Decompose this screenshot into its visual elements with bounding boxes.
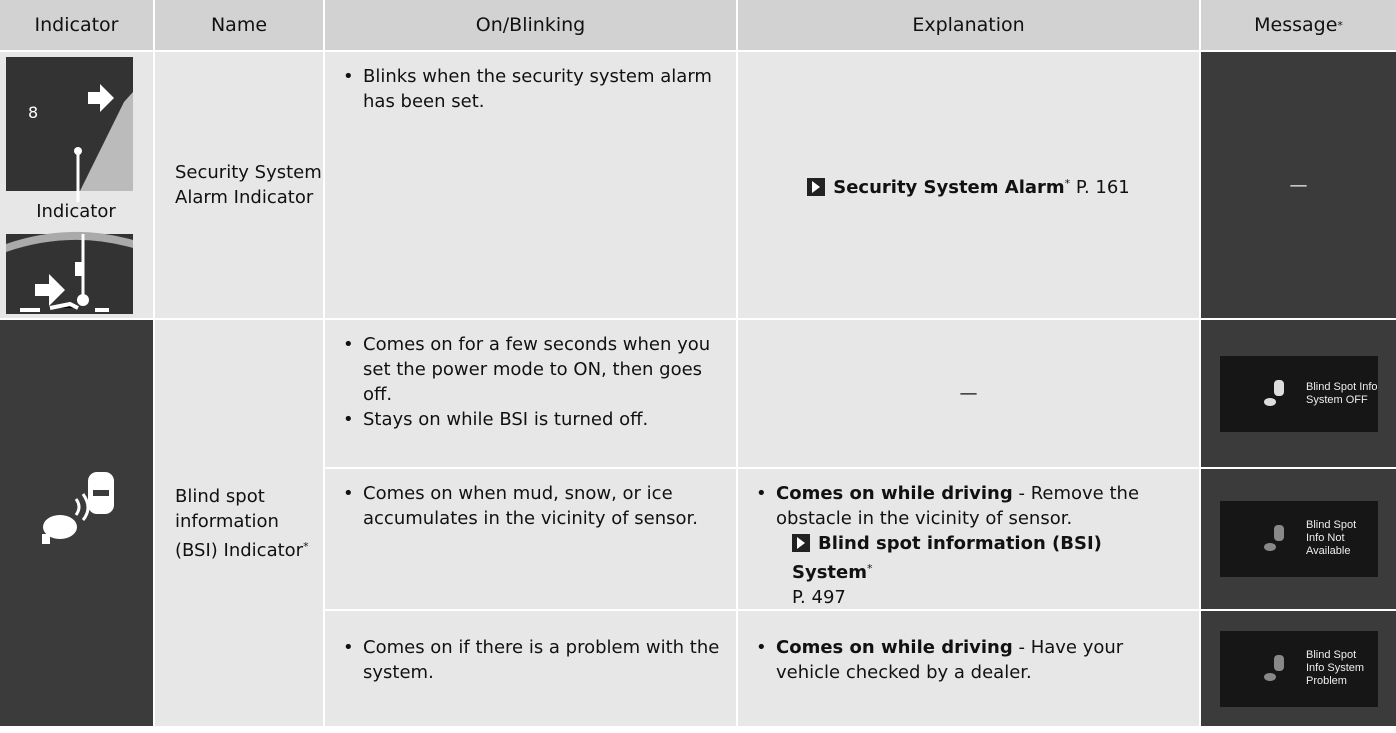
indicator-cell: 8 Indicator (0, 52, 153, 318)
footnote-mark: * (303, 539, 309, 553)
message-line: Info Not (1306, 532, 1345, 544)
message-line: System OFF (1306, 394, 1368, 406)
message-text: — (1289, 174, 1308, 196)
header-cell: Indicator (0, 0, 153, 50)
header-cell: Message * (1201, 0, 1396, 50)
message-cell: Blind Spot Info System OFF (1201, 320, 1396, 467)
message-line: Problem (1306, 675, 1347, 687)
status-cell: Blinks when the security system alarm ha… (325, 52, 736, 318)
message-cell: — (1201, 52, 1396, 318)
status-cell: Comes on if there is a problem with the … (325, 611, 736, 726)
message-cell: Blind Spot Info System Problem (1201, 611, 1396, 726)
header-text: Message (1254, 13, 1338, 36)
status-item: Comes on for a few seconds when you set … (343, 332, 722, 407)
explanation-cell: Security System Alarm* P. 161 (738, 52, 1199, 318)
message-line: Blind Spot (1306, 519, 1357, 531)
status-item: Comes on if there is a problem with the … (343, 635, 722, 685)
message-line: Blind Spot (1306, 649, 1357, 661)
status-item: Blinks when the security system alarm ha… (343, 64, 722, 114)
gauge-digit: 8 (28, 103, 38, 122)
header-text: Explanation (912, 13, 1025, 36)
message-screen: Blind Spot Info System OFF (1220, 356, 1378, 432)
message-cell: Blind Spot Info Not Available (1201, 469, 1396, 609)
indicator-name: Blind spot information (BSI) Indicator* (175, 484, 323, 563)
header-text: Name (210, 13, 268, 36)
message-screen: Blind Spot Info Not Available (1220, 501, 1378, 577)
explanation-cell: Comes on while driving - Remove the obst… (738, 469, 1199, 609)
header-text: On/Blinking (475, 13, 586, 36)
status-item: Stays on while BSI is turned off. (343, 407, 722, 432)
explanation-item: Comes on while driving - Remove the obst… (756, 481, 1185, 610)
footnote-mark: * (866, 562, 873, 575)
callout-label: Indicator (36, 201, 116, 222)
explanation-item: Comes on while driving - Have your vehic… (756, 635, 1185, 685)
header-cell: Explanation (738, 0, 1199, 50)
footnote-mark: * (1064, 176, 1071, 190)
footnote-mark: * (1337, 18, 1343, 32)
explanation-text: - Have your vehicle checked by a dealer. (776, 637, 1124, 683)
explanation-text: — (959, 383, 978, 404)
name-cell: Security System Alarm Indicator (155, 52, 323, 318)
header-text: Indicator (34, 13, 119, 36)
page-ref: P. 497 (792, 587, 846, 608)
message-screen: Blind Spot Info System Problem (1220, 631, 1378, 707)
reference-title: Blind spot information (BSI) System (792, 533, 1102, 583)
name-text: Blind spot information (BSI) Indicator (175, 485, 304, 561)
reference: Security System Alarm* P. 161 (807, 171, 1130, 200)
status-cell: Comes on when mud, snow, or ice accumula… (325, 469, 736, 609)
header-cell: Name (155, 0, 323, 50)
status-item: Comes on when mud, snow, or ice accumula… (343, 481, 722, 531)
message-line: Available (1306, 545, 1351, 557)
bsi-icon (42, 472, 114, 544)
explanation-cell: — (738, 320, 1199, 467)
indicator-image: 8 Indicator (6, 57, 133, 314)
explanation-text: - Remove the obstacle in the vicinity of… (776, 483, 1140, 529)
message-line: Blind Spot Info (1306, 381, 1378, 393)
reference-title: Security System Alarm (833, 176, 1065, 198)
indicator-cell (0, 320, 153, 726)
indicator-name: Security System Alarm Indicator (175, 162, 322, 208)
explanation-lead: Comes on while driving (776, 637, 1013, 658)
message-line: Info System (1306, 662, 1365, 674)
name-cell: Blind spot information (BSI) Indicator* (155, 320, 323, 726)
status-cell: Comes on for a few seconds when you set … (325, 320, 736, 467)
explanation-lead: Comes on while driving (776, 483, 1013, 504)
header-cell: On/Blinking (325, 0, 736, 50)
page-ref: P. 161 (1075, 176, 1130, 198)
explanation-cell: Comes on while driving - Have your vehic… (738, 611, 1199, 726)
reference: Blind spot information (BSI) System* P. 4… (776, 531, 1185, 610)
